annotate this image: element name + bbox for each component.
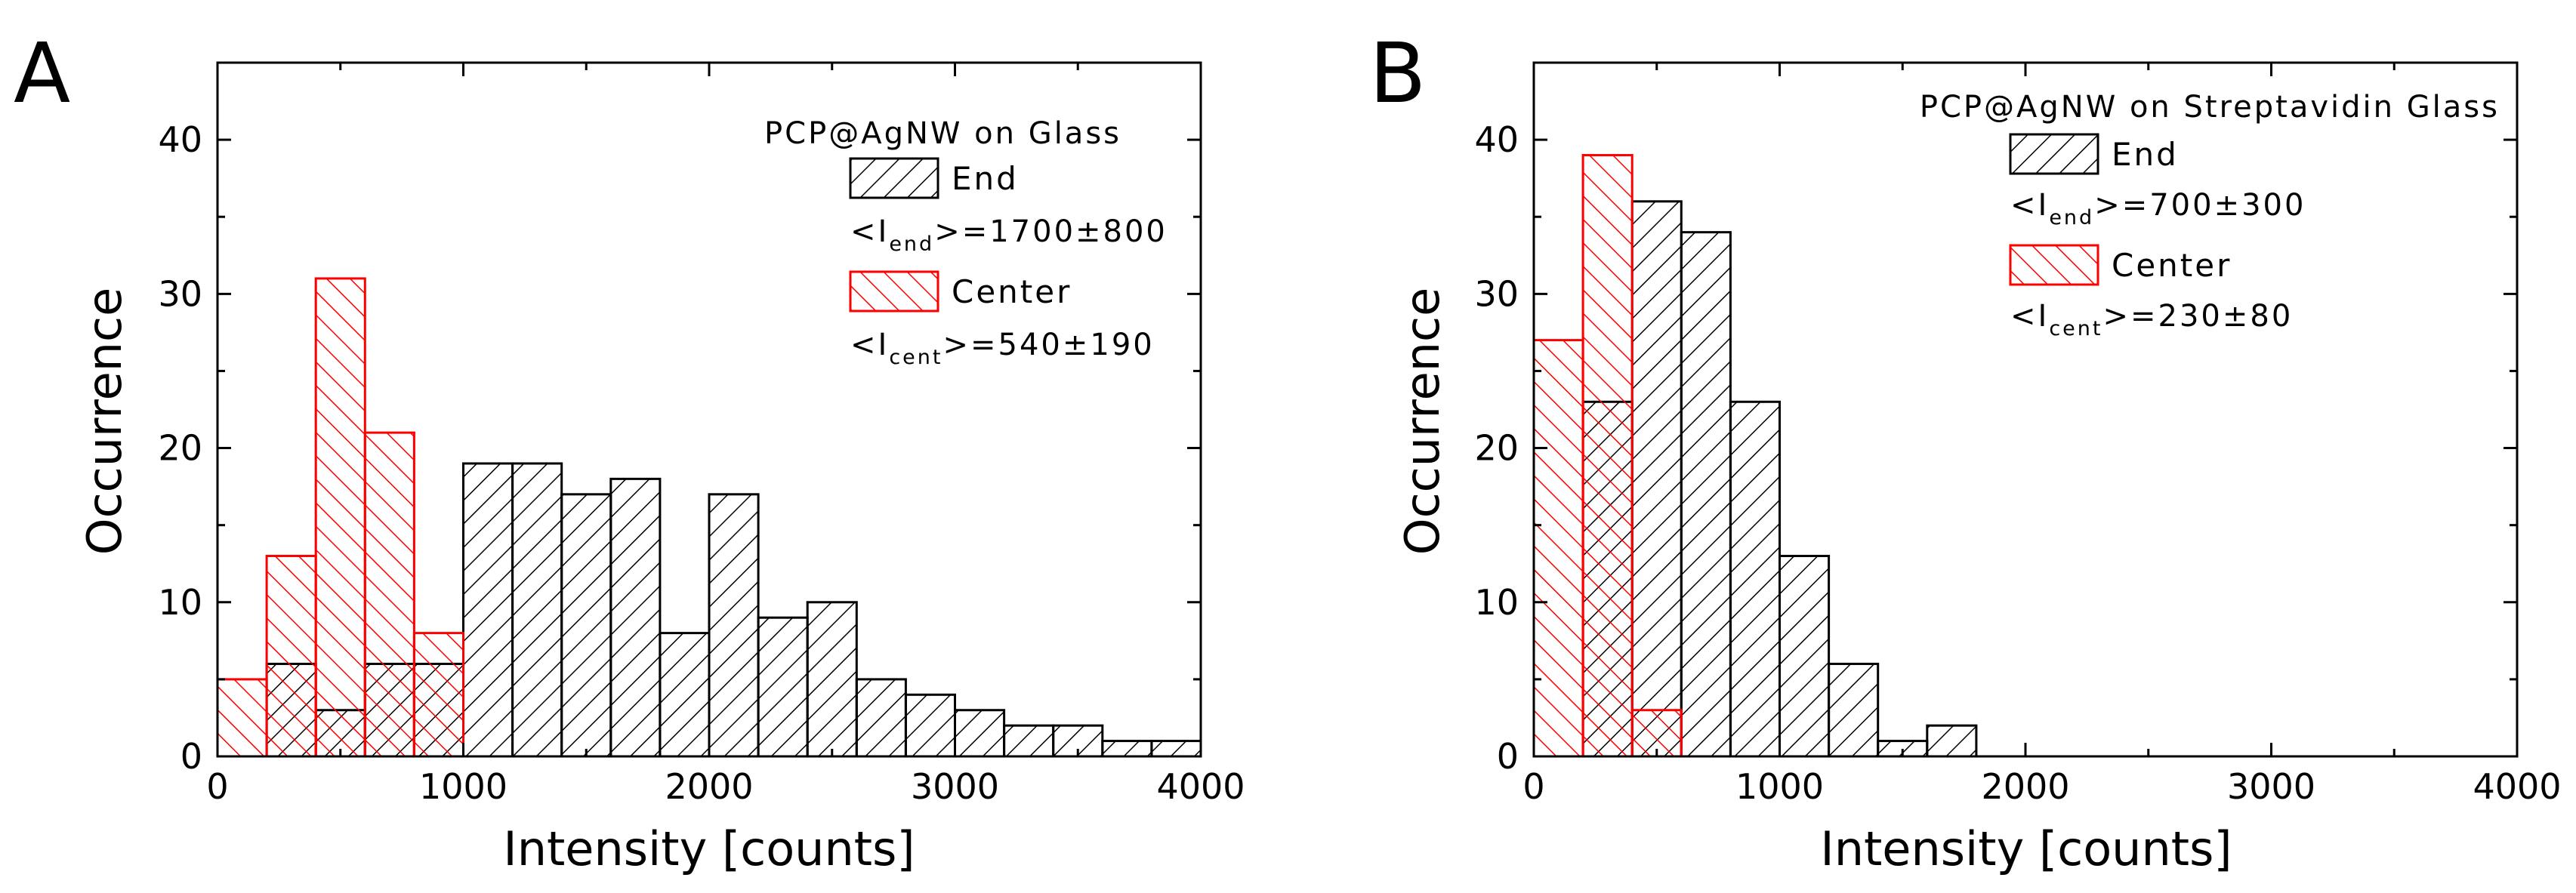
- x-tick-label: 2000: [665, 766, 753, 807]
- legend-label-center: Center: [952, 273, 1072, 310]
- bar-end: [1729, 400, 1781, 758]
- y-tick-label: 30: [1474, 273, 1519, 314]
- y-tick-label: 40: [1474, 119, 1519, 160]
- x-tick-label: 2000: [1981, 766, 2069, 807]
- x-tick-label: 0: [1522, 766, 1544, 807]
- bar-end: [659, 632, 711, 758]
- y-axis-title: Occurrence: [1395, 288, 1450, 555]
- legend-swatch-center: [849, 270, 939, 313]
- bar-center: [363, 431, 415, 758]
- y-tick-label: 10: [158, 582, 202, 623]
- panel-a: A 0 1000 2000 3000 4000 0 10 20 30 40 Intensity […: [14, 25, 1245, 876]
- legend-swatch-end: [2009, 133, 2099, 175]
- bar-end: [757, 616, 809, 758]
- x-tick-label: 3000: [911, 766, 999, 807]
- panel-letter: A: [14, 25, 70, 122]
- y-tick-label: 0: [1497, 736, 1519, 777]
- panel-letter: B: [1369, 25, 1426, 122]
- legend-stat-end: <Iend>=700±300: [2010, 188, 2306, 229]
- legend-stat-center: <Icent>=230±80: [2010, 299, 2293, 340]
- histogram-bars: [1532, 154, 1978, 758]
- bar-end: [1150, 740, 1202, 758]
- histogram-bars: [216, 277, 1202, 758]
- bar-center: [265, 555, 317, 758]
- legend-stat-center: <Icent>=540±190: [850, 328, 1155, 369]
- legend-title: PCP@AgNW on Glass: [764, 116, 1121, 151]
- bar-end: [708, 493, 760, 758]
- bar-center: [1532, 339, 1584, 758]
- bar-end: [1680, 231, 1732, 758]
- bar-end: [806, 601, 858, 758]
- x-tick-label: 1000: [1735, 766, 1824, 807]
- y-tick-label: 20: [1474, 428, 1519, 469]
- y-tick-label: 30: [158, 273, 202, 314]
- bar-center: [314, 277, 366, 758]
- bar-end: [855, 678, 907, 758]
- x-tick-label: 4000: [1156, 766, 1245, 807]
- bar-end: [560, 493, 612, 758]
- bar-end: [954, 709, 1006, 758]
- y-tick-label: 40: [158, 119, 202, 160]
- axes: 0 1000 2000 3000 4000 0 10 20 30 40: [158, 61, 1245, 807]
- legend-stat-end: <Iend>=1700±800: [850, 214, 1168, 256]
- y-axis-title: Occurrence: [77, 288, 132, 555]
- x-axis-title: Intensity [counts]: [1820, 821, 2232, 876]
- legend-swatch-center: [2009, 244, 2099, 286]
- x-tick-label: 0: [206, 766, 228, 807]
- bar-center: [1581, 154, 1634, 758]
- legend-label-center: Center: [2112, 247, 2232, 284]
- bar-end: [1003, 724, 1055, 758]
- x-axis-title: Intensity [counts]: [503, 821, 915, 876]
- legend-label-end: End: [952, 160, 1019, 197]
- legend-label-end: End: [2112, 136, 2179, 173]
- legend: PCP@AgNW on Glass End <Iend>=1700±800 Ce…: [764, 116, 1168, 369]
- y-tick-label: 0: [180, 736, 202, 777]
- bar-end: [462, 462, 514, 758]
- bar-end: [1828, 662, 1880, 758]
- bar-center: [216, 678, 268, 758]
- y-tick-label: 20: [158, 428, 202, 469]
- bar-end: [1630, 200, 1683, 758]
- bar-end: [1779, 555, 1831, 758]
- x-tick-label: 1000: [419, 766, 507, 807]
- bar-end: [1101, 740, 1153, 758]
- bar-end: [904, 693, 957, 758]
- x-tick-label: 4000: [2473, 766, 2561, 807]
- panel-b: B 0 1000 2000 3000 4000 0 10 20 30 40 Intensity […: [1369, 25, 2562, 876]
- y-tick-label: 10: [1474, 582, 1519, 623]
- axes: 0 1000 2000 3000 4000 0 10 20 30 40: [1474, 61, 2562, 807]
- bar-end: [609, 477, 662, 758]
- x-tick-label: 3000: [2227, 766, 2315, 807]
- legend: PCP@AgNW on Streptavidin Glass End <Iend…: [1920, 90, 2500, 340]
- bar-center: [412, 632, 465, 758]
- bar-end: [1926, 724, 1978, 758]
- bar-end: [511, 462, 563, 758]
- legend-title: PCP@AgNW on Streptavidin Glass: [1920, 90, 2500, 125]
- legend-swatch-end: [849, 157, 939, 199]
